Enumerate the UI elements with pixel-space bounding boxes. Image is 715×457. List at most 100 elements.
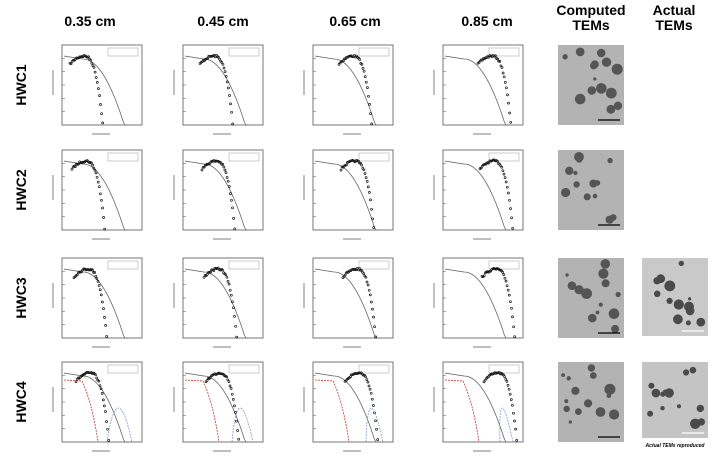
curve: [444, 372, 509, 443]
marker: [364, 80, 368, 84]
marker: [370, 300, 373, 304]
marker: [88, 371, 92, 375]
marker: [496, 57, 499, 61]
marker: [200, 168, 204, 172]
marker: [99, 387, 103, 391]
marker: [494, 54, 497, 58]
plot-frame: [442, 149, 524, 231]
plot-frame: [312, 257, 394, 339]
red-curve: [184, 379, 220, 443]
marker: [231, 300, 234, 304]
header-line: Actual: [653, 2, 696, 18]
marker: [501, 271, 505, 274]
marker: [103, 316, 106, 319]
particle: [673, 314, 683, 325]
small-plot: [173, 149, 264, 240]
legend-box: [358, 364, 390, 374]
marker: [232, 306, 235, 310]
marker: [345, 55, 348, 59]
curve: [444, 160, 509, 231]
header-line: 0.85 cm: [461, 13, 512, 29]
particle: [664, 280, 676, 292]
small-plot: [303, 257, 394, 348]
small-plot: [433, 257, 524, 348]
particle: [561, 187, 571, 198]
marker: [373, 325, 376, 329]
marker: [505, 380, 509, 383]
marker: [93, 168, 97, 172]
marker: [513, 335, 517, 339]
marker: [95, 277, 99, 280]
legend-box: [107, 152, 139, 162]
marker: [498, 60, 502, 63]
header-line: Computed: [556, 2, 625, 18]
row-label: HWC2: [13, 169, 29, 210]
small-plot: [173, 44, 264, 135]
marker: [491, 158, 495, 162]
particle: [605, 87, 617, 99]
particle: [575, 47, 585, 57]
legend-box: [228, 47, 260, 57]
marker: [220, 162, 223, 166]
marker: [503, 176, 507, 179]
particle: [561, 373, 565, 377]
marker: [233, 314, 236, 318]
tem-background: [558, 45, 624, 125]
marker: [94, 373, 97, 377]
particle: [574, 285, 584, 295]
particle: [677, 404, 681, 409]
marker: [101, 398, 105, 402]
marker: [369, 391, 373, 395]
marker: [218, 160, 221, 164]
plot-frame: [182, 44, 264, 126]
marker: [201, 165, 205, 169]
particle: [615, 291, 621, 298]
marker: [350, 55, 354, 58]
marker: [348, 269, 351, 273]
marker: [97, 185, 101, 189]
marker: [366, 86, 369, 89]
marker: [504, 180, 508, 184]
small-plot: [433, 361, 524, 452]
marker: [370, 122, 374, 126]
plot-frame: [312, 149, 394, 231]
marker: [479, 166, 483, 170]
marker: [87, 55, 90, 59]
marker: [504, 279, 508, 283]
marker: [223, 168, 227, 172]
marker: [512, 325, 515, 329]
curve: [184, 372, 249, 443]
marker: [509, 120, 513, 124]
marker: [234, 411, 237, 414]
marker: [488, 54, 492, 57]
column-header: 0.65 cm: [329, 13, 380, 29]
marker: [101, 121, 105, 125]
marker: [369, 198, 372, 202]
row-label: HWC3: [13, 277, 29, 318]
marker: [374, 419, 377, 423]
marker: [227, 282, 231, 286]
marker: [482, 274, 486, 278]
marker: [224, 273, 228, 277]
marker: [366, 283, 370, 287]
marker: [484, 56, 487, 60]
marker: [501, 71, 505, 75]
marker: [103, 404, 106, 408]
marker: [95, 175, 99, 179]
legend-box: [488, 364, 520, 374]
particle: [611, 324, 620, 333]
marker: [222, 66, 226, 70]
marker: [505, 284, 509, 288]
marker: [231, 398, 235, 401]
column-header: Computed TEMs: [556, 2, 625, 33]
particle: [564, 399, 569, 404]
marker: [231, 206, 234, 210]
marker: [202, 275, 206, 279]
marker: [76, 376, 80, 380]
small-plot: [303, 149, 394, 240]
particle: [589, 372, 597, 379]
marker: [104, 324, 107, 327]
column-header: 0.85 cm: [461, 13, 512, 29]
small-plot: [433, 44, 524, 135]
